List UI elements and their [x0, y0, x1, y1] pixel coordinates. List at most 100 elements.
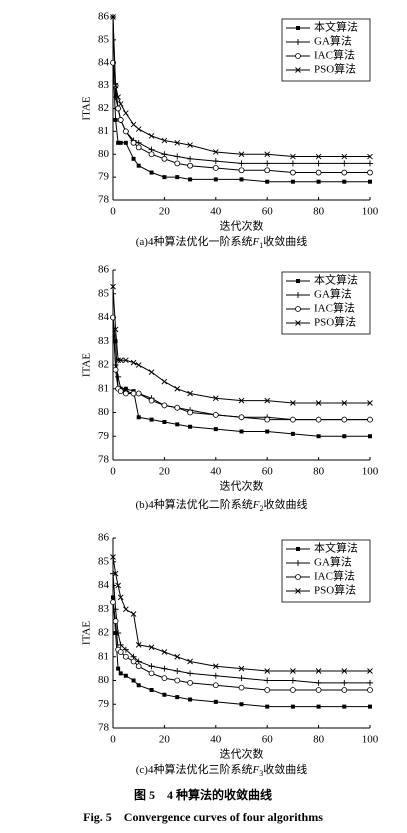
marker [296, 547, 300, 551]
marker [174, 653, 181, 660]
x-tick-label: 60 [262, 466, 274, 478]
legend-label: PSO算法 [314, 62, 356, 76]
y-tick-label: 80 [98, 674, 110, 686]
marker [341, 153, 348, 160]
marker [290, 153, 296, 160]
marker [188, 177, 193, 182]
marker [130, 390, 137, 397]
marker [367, 400, 373, 406]
y-tick-label: 83 [98, 335, 110, 347]
marker [115, 582, 121, 589]
marker [265, 704, 270, 709]
marker [367, 687, 373, 693]
marker [118, 140, 123, 145]
marker [289, 416, 296, 423]
marker [135, 126, 142, 132]
marker [122, 653, 129, 660]
marker [117, 649, 124, 655]
caption-part: F [251, 764, 259, 776]
marker [290, 179, 295, 184]
marker [112, 326, 119, 333]
y-tick-label: 85 [98, 555, 110, 567]
marker [342, 704, 347, 709]
marker [135, 642, 142, 648]
marker [123, 606, 129, 613]
marker [367, 153, 373, 160]
series-line [112, 556, 370, 672]
chart-caption: (b)4种算法优化二阶系统F2收敛曲线 [135, 497, 307, 514]
marker [175, 695, 180, 700]
marker [135, 663, 142, 670]
marker [130, 611, 137, 617]
x-tick-label: 40 [210, 734, 222, 746]
caption-part: 收敛曲线 [263, 234, 307, 248]
x-tick-label: 40 [210, 206, 222, 218]
marker [122, 646, 129, 653]
marker [188, 697, 193, 702]
marker [238, 160, 245, 167]
marker [367, 416, 373, 423]
marker [148, 151, 155, 158]
marker [149, 417, 154, 422]
marker [123, 673, 128, 678]
marker [117, 641, 124, 648]
legend-label: PSO算法 [314, 583, 356, 597]
marker [117, 594, 124, 601]
marker [264, 397, 271, 404]
marker [174, 677, 181, 684]
caption-part: 3 [259, 769, 263, 778]
marker [212, 682, 219, 689]
y-tick-label: 83 [98, 603, 110, 615]
caption-part: F [251, 236, 259, 248]
legend-label: IAC算法 [314, 48, 355, 62]
marker [295, 306, 301, 312]
marker [148, 369, 155, 375]
marker [118, 671, 123, 676]
marker [135, 362, 142, 368]
marker [131, 156, 136, 161]
marker [367, 679, 373, 686]
marker [161, 378, 168, 385]
legend-label: 本文算法 [314, 273, 358, 287]
marker [117, 117, 124, 123]
marker [265, 429, 270, 434]
marker [295, 320, 301, 326]
marker [212, 672, 219, 679]
marker [187, 670, 194, 677]
marker [174, 139, 181, 146]
marker [238, 665, 245, 672]
marker [112, 82, 119, 89]
marker [342, 179, 347, 184]
marker [148, 397, 155, 404]
marker [174, 160, 181, 167]
marker [187, 679, 194, 686]
marker [187, 409, 194, 416]
marker [110, 14, 116, 20]
marker [289, 687, 296, 693]
marker [117, 388, 124, 395]
marker [122, 128, 129, 135]
series-line [112, 16, 370, 157]
marker [295, 574, 301, 580]
marker [161, 675, 168, 682]
marker [112, 570, 119, 577]
y-tick-label: 84 [98, 579, 110, 591]
marker [116, 140, 121, 145]
marker [113, 117, 118, 122]
marker [174, 385, 181, 392]
marker [115, 357, 121, 364]
x-axis-label: 迭代次数 [220, 747, 264, 761]
marker [131, 678, 136, 683]
legend-label: 本文算法 [314, 541, 358, 555]
marker [238, 414, 245, 421]
x-tick-label: 0 [110, 466, 116, 478]
marker [213, 177, 218, 182]
y-tick-label: 82 [98, 102, 109, 114]
x-tick-label: 0 [110, 734, 116, 746]
marker [264, 160, 271, 167]
chart-caption: (a)4种算法优化一阶系统F1收敛曲线 [136, 234, 307, 251]
y-tick-label: 86 [98, 532, 110, 544]
marker [264, 668, 271, 674]
caption-part: 2 [260, 504, 264, 513]
marker [265, 179, 270, 184]
